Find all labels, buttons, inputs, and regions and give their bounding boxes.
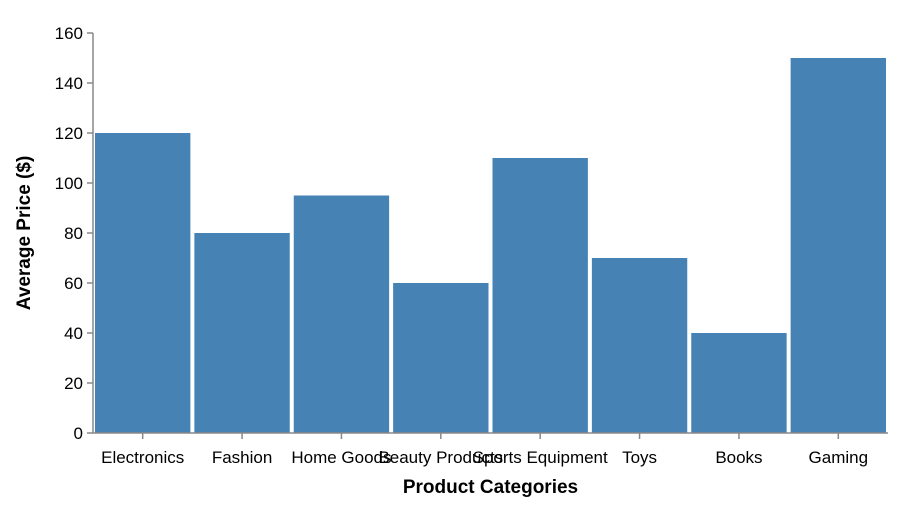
x-tick-label: Books	[715, 448, 762, 467]
x-tick-label: Electronics	[101, 448, 184, 467]
bar-fashion	[194, 233, 290, 433]
bars-group	[95, 58, 886, 433]
bar-beauty-products	[393, 283, 489, 433]
x-tick-label: Beauty Products	[378, 448, 503, 467]
y-tick-label: 100	[55, 174, 83, 193]
x-tick-label: Fashion	[212, 448, 272, 467]
bar-home-goods	[293, 195, 390, 433]
y-tick-label: 20	[64, 374, 83, 393]
x-tick-label: Home Goods	[291, 448, 391, 467]
bar-sports-equipment	[492, 158, 588, 433]
y-axis-title: Average Price ($)	[14, 156, 35, 311]
y-tick-label: 80	[64, 224, 83, 243]
bar-electronics	[95, 133, 191, 433]
y-tick-label: 120	[55, 124, 83, 143]
bar-books	[691, 333, 787, 433]
bar-gaming	[790, 58, 886, 433]
y-tick-label: 140	[55, 74, 83, 93]
y-tick-label: 60	[64, 274, 83, 293]
x-tick-label: Gaming	[809, 448, 869, 467]
y-tick-label: 40	[64, 324, 83, 343]
y-tick-label: 0	[74, 424, 83, 443]
x-axis-title: Product Categories	[403, 477, 578, 498]
bar-toys	[591, 258, 688, 433]
x-tick-label: Sports Equipment	[473, 448, 608, 467]
y-tick-label: 160	[55, 24, 83, 43]
y-axis: 0 20 40 60 80 100 120 140 160	[55, 24, 94, 443]
x-tick-label: Toys	[622, 448, 657, 467]
